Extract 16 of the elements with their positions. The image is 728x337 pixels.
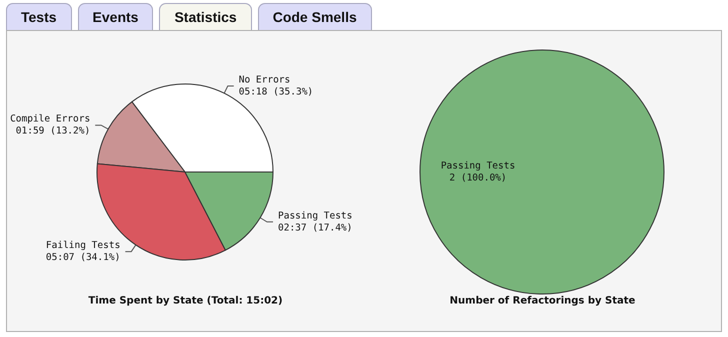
text: Statistics <box>159 3 252 31</box>
slice-label: Compile Errors <box>10 114 90 125</box>
slice-label: No Errors <box>238 74 290 86</box>
data-label: 02:37 (17.4%) <box>278 222 352 234</box>
data-label: 01:59 (13.2%) <box>16 126 90 137</box>
data-label: 05:18 (35.3%) <box>238 86 314 98</box>
slice-label: Passing Tests <box>440 160 516 172</box>
text: Events <box>78 3 154 30</box>
slice-label: Failing Tests <box>46 240 120 252</box>
slice-label: Passing Tests <box>278 210 352 222</box>
data-label: 05:07 (34.1%) <box>46 252 120 264</box>
data-label: 2 (100.0%) <box>449 172 507 184</box>
text: Code Smells <box>258 3 372 30</box>
text: Time Spent by State (Total: 15:02) <box>88 296 283 306</box>
text: Number of Refactorings by State <box>450 296 636 306</box>
text: Tests <box>6 3 72 30</box>
